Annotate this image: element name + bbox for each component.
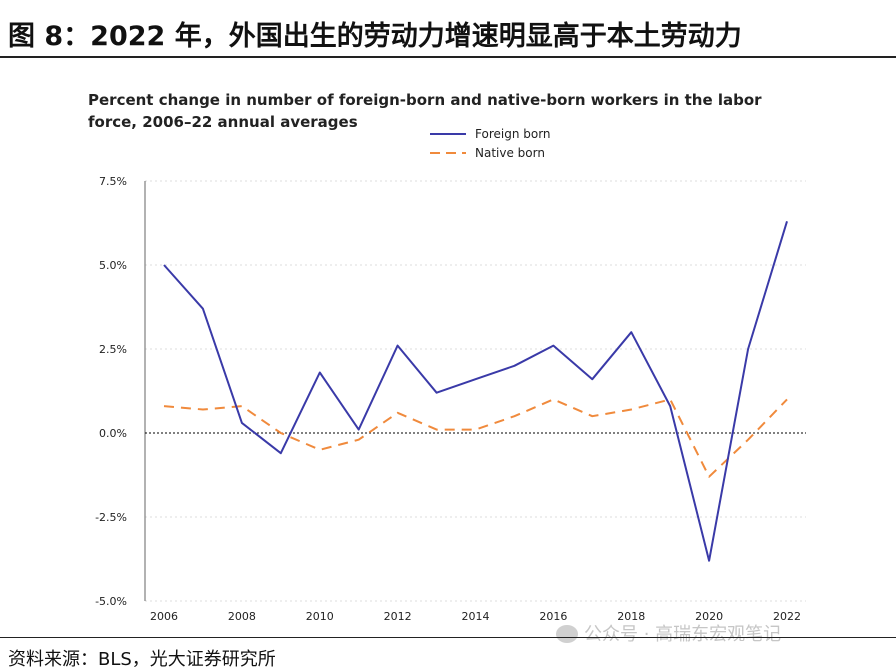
y-tick-label: 7.5% bbox=[99, 175, 127, 188]
series-layer bbox=[163, 221, 788, 562]
x-tick-label: 2012 bbox=[384, 610, 412, 620]
chart-title-line-2: force, 2006–22 annual averages bbox=[88, 113, 358, 131]
y-tick-label: 2.5% bbox=[99, 343, 127, 356]
x-tick-label: 2006 bbox=[150, 610, 178, 620]
wechat-icon bbox=[556, 625, 578, 643]
legend: Foreign born Native born bbox=[430, 127, 551, 160]
x-tick-label: 2018 bbox=[617, 610, 645, 620]
y-axis-ticks: 7.5% 5.0% 2.5% 0.0% -2.5% -5.0% bbox=[95, 175, 127, 608]
series-line-native-born bbox=[163, 398, 788, 478]
figure-title: 图 8：2022 年，外国出生的劳动力增速明显高于本土劳动力 bbox=[8, 21, 742, 52]
y-tick-label: 5.0% bbox=[99, 259, 127, 272]
watermark: 公众号 · 高瑞东宏观笔记 bbox=[556, 620, 781, 646]
y-tick-label: -5.0% bbox=[95, 595, 127, 608]
gridlines bbox=[145, 180, 806, 602]
bottom-rule bbox=[0, 637, 896, 638]
y-tick-label: 0.0% bbox=[99, 427, 127, 440]
x-tick-label: 2008 bbox=[228, 610, 256, 620]
series-line-foreign-born bbox=[163, 221, 788, 562]
x-tick-label: 2022 bbox=[773, 610, 801, 620]
x-tick-label: 2020 bbox=[695, 610, 723, 620]
x-axis-ticks: 2006 2008 2010 2012 2014 2016 2018 2020 2022 bbox=[150, 610, 801, 620]
x-tick-label: 2014 bbox=[462, 610, 490, 620]
line-chart: Percent change in number of foreign-born… bbox=[88, 91, 806, 620]
watermark-text: 公众号 · 高瑞东宏观笔记 bbox=[584, 624, 782, 645]
source-note: 资料来源：BLS，光大证券研究所 bbox=[8, 649, 276, 670]
legend-label-foreign-born: Foreign born bbox=[475, 127, 551, 141]
x-tick-label: 2016 bbox=[539, 610, 567, 620]
top-rule bbox=[0, 56, 896, 58]
legend-label-native-born: Native born bbox=[475, 146, 545, 160]
x-tick-label: 2010 bbox=[306, 610, 334, 620]
y-tick-label: -2.5% bbox=[95, 511, 127, 524]
chart-title-line-1: Percent change in number of foreign-born… bbox=[88, 91, 762, 109]
